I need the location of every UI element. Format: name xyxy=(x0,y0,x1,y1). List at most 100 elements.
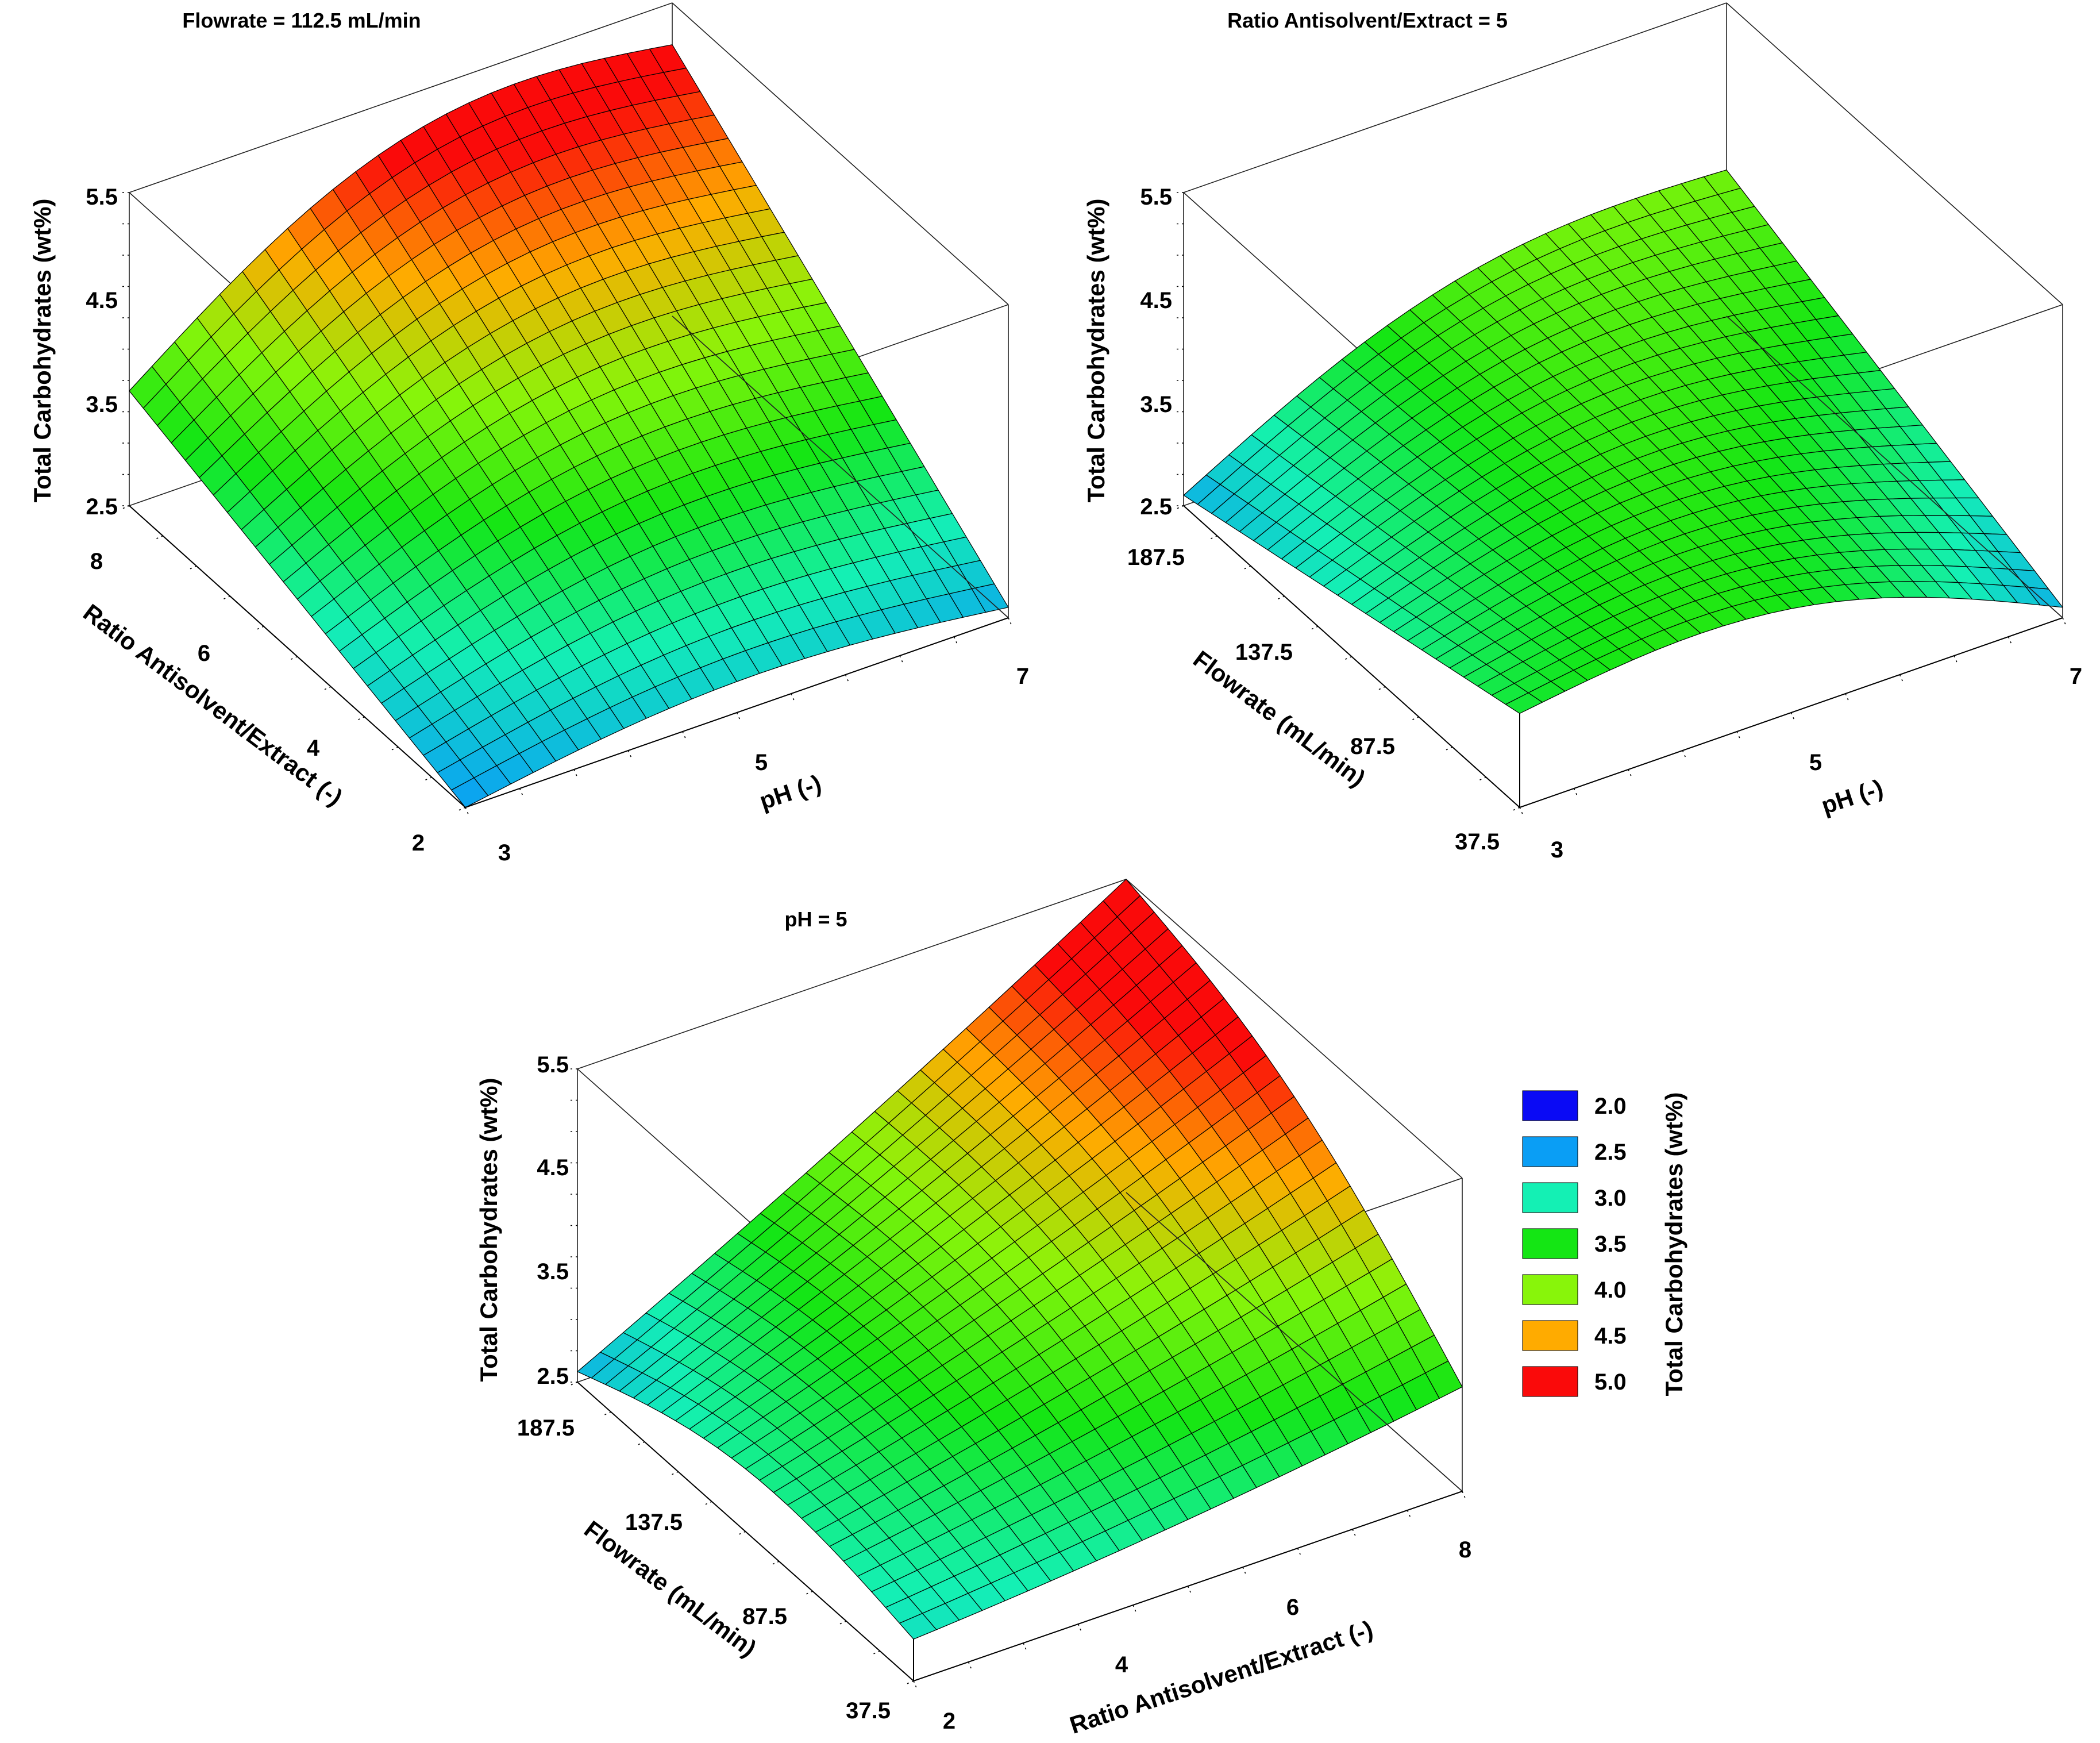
x-tick-mark xyxy=(1899,674,1904,683)
y-tick-mark xyxy=(1444,747,1453,751)
z-tick-1-5.5: 5.5 xyxy=(86,184,118,210)
y-tick-mark xyxy=(1209,535,1217,540)
x-tick-mark xyxy=(791,693,795,702)
box-edge xyxy=(577,879,1127,1069)
surface-3 xyxy=(577,879,1463,1640)
x-tick-mark xyxy=(736,712,741,721)
z-tick-3-3.5: 3.5 xyxy=(537,1259,569,1284)
z-tick-2-5.5: 5.5 xyxy=(1140,184,1172,210)
y-tick-mark xyxy=(390,747,399,751)
x-tick-mark xyxy=(899,655,904,664)
y-tick-3-137.5: 137.5 xyxy=(625,1510,683,1535)
y-tick-mark xyxy=(905,1680,914,1685)
y-tick-mark xyxy=(872,1650,880,1655)
x-tick-mark xyxy=(845,674,850,683)
x-tick-mark xyxy=(1519,807,1524,816)
y-tick-mark xyxy=(670,1471,679,1476)
x-tick-mark xyxy=(913,1680,918,1690)
y-tick-mark xyxy=(155,535,163,540)
box-edge-right xyxy=(1726,315,2063,618)
z-axis-label-2: Total Carbohydrates (wt%) xyxy=(1082,199,1109,503)
box-edge-bottom-x xyxy=(465,617,1009,808)
y-tick-mark xyxy=(322,686,332,691)
x-axis-label-2: pH (-) xyxy=(1818,774,1886,819)
legend-label-4.0: 4.0 xyxy=(1594,1278,1627,1303)
x-tick-3-2: 2 xyxy=(943,1709,955,1734)
x-tick-mark xyxy=(2062,617,2067,626)
y-tick-mark xyxy=(1478,776,1486,782)
y-tick-mark xyxy=(1377,686,1386,691)
y-tick-2-87.5: 87.5 xyxy=(1350,734,1395,759)
y-tick-mark xyxy=(255,626,264,630)
legend-label-4.5: 4.5 xyxy=(1594,1323,1627,1349)
legend-swatch-3.5 xyxy=(1522,1228,1578,1259)
box-edge-bottom-x xyxy=(913,1491,1463,1682)
y-tick-mark xyxy=(121,505,130,510)
x-tick-2-3: 3 xyxy=(1551,837,1563,863)
box-edge xyxy=(1126,879,1463,1179)
y-tick-1-8: 8 xyxy=(90,549,103,574)
x-tick-mark xyxy=(1845,693,1849,702)
y-tick-mark xyxy=(569,1382,578,1386)
legend-label-2.5: 2.5 xyxy=(1594,1140,1627,1165)
z-tick-3-5.5: 5.5 xyxy=(537,1052,569,1078)
x-tick-mark xyxy=(1953,655,1958,664)
legend-swatch-2.5 xyxy=(1522,1136,1578,1167)
y-tick-mark xyxy=(1175,505,1184,510)
y-tick-mark xyxy=(737,1531,746,1536)
box-edge-bottom-y xyxy=(577,1382,914,1682)
x-tick-mark xyxy=(1462,1491,1466,1500)
x-tick-mark xyxy=(1736,731,1741,740)
x-tick-3-6: 6 xyxy=(1286,1595,1299,1620)
y-tick-2-37.5: 37.5 xyxy=(1455,829,1500,855)
y-tick-mark xyxy=(356,716,365,721)
y-tick-mark xyxy=(636,1441,645,1446)
y-axis-label-2: Flowrate (mL/min) xyxy=(1188,645,1370,792)
tick-marks-1 xyxy=(121,192,1012,816)
chart-title-3: pH = 5 xyxy=(784,907,847,931)
legend-label-3.5: 3.5 xyxy=(1594,1232,1627,1257)
chart-panel-2: Ratio Antisolvent/Extract = 5 Total Carb… xyxy=(1082,2,2082,863)
x-tick-mark xyxy=(573,769,578,778)
x-tick-mark xyxy=(1790,712,1795,721)
x-tick-2-7: 7 xyxy=(2070,664,2082,689)
x-tick-1-7: 7 xyxy=(1016,664,1029,689)
z-tick-2-3.5: 3.5 xyxy=(1140,392,1172,417)
x-tick-mark xyxy=(1297,1548,1302,1557)
y-tick-3-87.5: 87.5 xyxy=(742,1604,787,1629)
y-axis-label-1: Ratio Antisolvent/Extract (-) xyxy=(78,599,348,811)
y-tick-mark xyxy=(1511,807,1520,811)
x-tick-mark xyxy=(1682,750,1687,759)
chart-title-1: Flowrate = 112.5 mL/min xyxy=(182,9,421,32)
box-edge xyxy=(1726,2,2063,305)
box-edge-bottom-y xyxy=(1183,505,1520,808)
y-tick-mark xyxy=(1242,565,1251,570)
z-axis-label-3: Total Carbohydrates (wt%) xyxy=(475,1078,502,1382)
y-tick-2-137.5: 137.5 xyxy=(1235,640,1293,665)
z-tick-1-3.5: 3.5 xyxy=(86,392,118,417)
x-tick-2-5: 5 xyxy=(1809,750,1822,775)
y-tick-1-4: 4 xyxy=(307,736,320,761)
y-tick-1-2: 2 xyxy=(412,830,425,856)
x-tick-mark xyxy=(1023,1642,1027,1652)
y-tick-mark xyxy=(222,595,230,601)
x-tick-mark xyxy=(465,807,469,816)
x-tick-mark xyxy=(682,731,687,740)
surface-cell xyxy=(450,777,489,808)
legend-label-5.0: 5.0 xyxy=(1594,1369,1627,1395)
x-tick-3-8: 8 xyxy=(1459,1537,1471,1563)
x-axis-label-3: Ratio Antisolvent/Extract (-) xyxy=(1066,1615,1376,1739)
x-tick-mark xyxy=(1352,1529,1357,1538)
legend-swatch-3.0 xyxy=(1522,1182,1578,1213)
chart-panel-1: Flowrate = 112.5 mL/min Total Carbohydra… xyxy=(29,2,1029,865)
legend-title: Total Carbohydrates (wt%) xyxy=(1660,1092,1687,1396)
x-tick-mark xyxy=(1008,617,1012,626)
z-tick-1-2.5: 2.5 xyxy=(86,494,118,520)
color-legend: 2.0 2.5 3.0 3.5 4.0 4.5 5.0 Total Carboh… xyxy=(1522,1090,1687,1397)
legend-label-2.0: 2.0 xyxy=(1594,1094,1627,1119)
legend-swatch-4.5 xyxy=(1522,1320,1578,1351)
z-tick-2-4.5: 4.5 xyxy=(1140,288,1172,313)
surface-1 xyxy=(129,44,1009,808)
surface-2 xyxy=(1183,170,2063,714)
box-edge xyxy=(129,2,673,193)
